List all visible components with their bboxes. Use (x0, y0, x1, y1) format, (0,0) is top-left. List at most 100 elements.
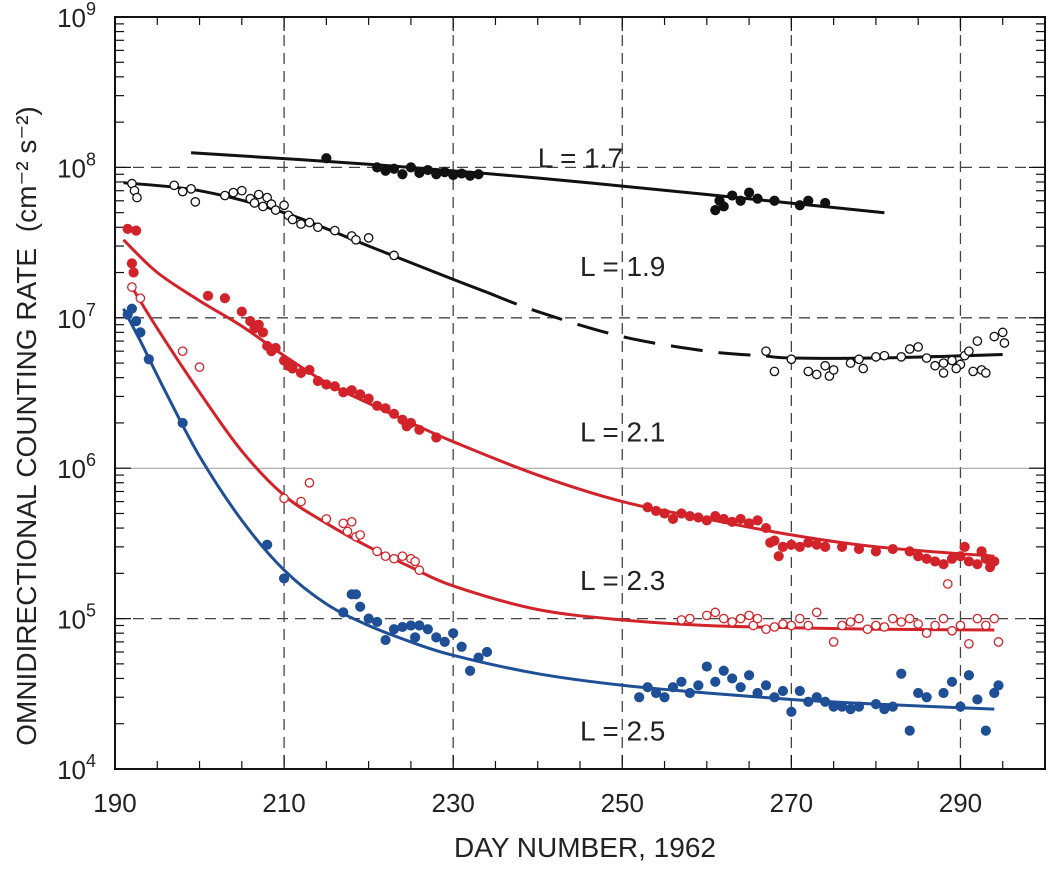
data-point-L17 (371, 162, 383, 173)
data-point-L21 (963, 556, 975, 567)
data-point-L21 (769, 535, 780, 546)
data-point-L23 (321, 514, 332, 524)
y-tick-base: 10 (57, 755, 86, 785)
y-axis-title-units: (cm⁻² s⁻²) (11, 106, 42, 232)
data-point-L21 (338, 387, 349, 398)
data-point-L19 (871, 351, 881, 362)
data-point-L25 (177, 417, 188, 429)
data-point-L21 (236, 306, 247, 317)
data-point-L21 (955, 551, 966, 562)
data-point-L19 (989, 331, 1000, 342)
fit-curve-L21 (122, 238, 995, 558)
data-point-L23 (837, 620, 847, 631)
data-point-L25 (853, 701, 865, 712)
data-point-L23 (355, 530, 366, 540)
data-point-L25 (262, 539, 273, 550)
data-point-L23 (397, 551, 408, 562)
data-point-L21 (836, 541, 848, 552)
data-point-L19 (828, 365, 839, 375)
data-point-L25 (836, 701, 848, 712)
data-point-L23 (896, 617, 907, 627)
data-point-L19 (947, 355, 957, 366)
x-tick-label-270: 270 (770, 788, 813, 818)
data-point-L17 (803, 195, 814, 206)
data-point-L25 (972, 694, 983, 705)
data-point-L23 (410, 556, 420, 567)
data-point-L23 (778, 619, 788, 629)
data-point-L23 (380, 551, 391, 562)
data-point-L23 (752, 613, 763, 624)
curve-label-L19: L = 1.9 (580, 251, 665, 282)
data-point-L21 (938, 559, 949, 570)
y-tick-exponent: 8 (86, 149, 96, 169)
x-tick-label-290: 290 (939, 788, 982, 818)
y-axis-title-main: OMNIDIRECTIONAL COUNTING RATE (11, 248, 42, 746)
data-point-L19 (249, 198, 260, 208)
x-tick-labels: 190 210 230 250 270 290 (93, 788, 982, 818)
data-point-L23 (854, 613, 864, 624)
data-point-L23 (279, 493, 289, 504)
data-point-L23 (972, 613, 983, 624)
data-point-L19 (769, 366, 780, 377)
data-point-L19 (389, 250, 399, 261)
data-point-L23 (338, 518, 349, 529)
y-tick-base: 10 (57, 454, 86, 484)
data-point-L21 (929, 556, 941, 567)
data-point-L21 (380, 403, 391, 414)
y-tick-label-1e7: 107 (57, 300, 96, 334)
data-point-L21 (355, 389, 366, 400)
data-point-L25 (701, 661, 712, 672)
data-points (122, 153, 1010, 736)
data-point-L21 (312, 375, 324, 387)
data-point-L21 (701, 515, 712, 526)
data-point-L25 (803, 696, 814, 707)
data-point-L25 (828, 701, 839, 712)
data-point-L25 (397, 621, 408, 633)
data-point-L21 (667, 513, 679, 525)
grid (115, 17, 1045, 769)
data-point-L17 (414, 167, 425, 178)
data-point-L25 (642, 682, 653, 693)
data-point-L23 (414, 565, 425, 575)
y-tick-base: 10 (57, 153, 86, 183)
curve-label-L21: L = 2.1 (580, 417, 665, 448)
data-point-L25 (473, 652, 484, 663)
data-point-L25 (921, 692, 932, 703)
data-point-L23 (177, 346, 188, 357)
data-point-L21 (253, 319, 264, 330)
data-point-L21 (972, 559, 983, 570)
data-point-L21 (913, 551, 924, 562)
data-point-L25 (993, 680, 1004, 691)
data-point-L19 (820, 360, 831, 371)
data-point-L21 (321, 379, 332, 390)
data-point-L21 (122, 223, 133, 235)
data-point-L23 (389, 553, 399, 564)
data-point-L25 (650, 687, 662, 699)
curve-labels: L = 1.7 L = 1.9 L = 2.1 L = 2.3 L = 2.5 (538, 142, 666, 746)
data-point-L21 (693, 512, 704, 523)
data-point-L23 (930, 620, 940, 631)
data-point-L23 (993, 637, 1004, 647)
data-point-L19 (304, 217, 315, 228)
data-point-L17 (769, 195, 780, 206)
data-point-L23 (942, 579, 953, 589)
data-point-L23 (296, 496, 306, 507)
data-point-L21 (650, 505, 662, 517)
data-point-L23 (913, 619, 924, 629)
x-tick-label-210: 210 (262, 788, 305, 818)
data-point-L23 (744, 610, 754, 621)
curve-label-L17: L = 1.7 (538, 142, 623, 173)
data-point-L25 (371, 616, 383, 628)
data-point-L19 (279, 200, 289, 211)
data-point-L25 (752, 687, 763, 699)
svg-text:OMNIDIRECTIONAL COUNTING RATE: OMNIDIRECTIONAL COUNTING RATE (cm⁻² s⁻²) (11, 106, 42, 746)
data-point-L19 (896, 351, 907, 362)
data-point-L19 (879, 350, 890, 361)
data-point-L25 (659, 692, 670, 703)
data-point-L25 (887, 701, 898, 712)
data-point-L21 (219, 293, 231, 304)
data-point-L19 (938, 368, 949, 378)
data-point-L25 (963, 670, 975, 681)
data-point-L23 (194, 362, 205, 372)
